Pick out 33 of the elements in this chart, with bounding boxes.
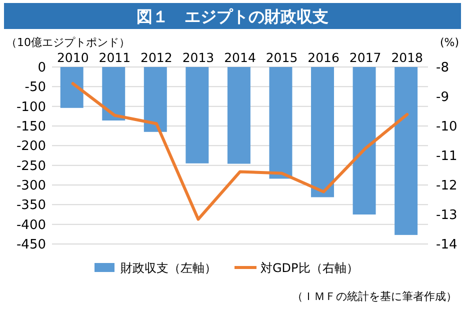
y-tick-label: -300	[16, 178, 46, 194]
chart-title: 図１ エジプトの財政収支	[136, 7, 328, 26]
y2-tick-label: -14	[436, 238, 458, 252]
line-series	[71, 82, 409, 221]
x-tick-label: 2014	[224, 50, 256, 65]
legend-label: 対GDP比（右軸）	[260, 261, 358, 275]
y2-tick-label: -8	[436, 60, 449, 76]
y2-tick-label: -12	[436, 178, 458, 194]
y2-tick-label: -10	[436, 120, 458, 134]
y2-tick-label: -11	[436, 149, 458, 164]
y-tick-label: -250	[16, 158, 46, 174]
y-tick-label: -350	[16, 198, 46, 214]
y2-tick-label: -9	[436, 90, 449, 105]
x-tick-label: 2010	[56, 50, 89, 65]
y-tick-label: -200	[16, 139, 46, 154]
x-tick-label: 2016	[308, 50, 340, 65]
y-axis-title: （10億エジプトポンド）	[6, 36, 130, 49]
y-tick-label: -150	[16, 120, 46, 134]
x-tick-label: 2011	[98, 50, 131, 65]
legend-label: 財政収支（左軸）	[120, 261, 216, 275]
y-tick-label: 0	[38, 60, 46, 76]
x-tick-label: 2017	[349, 50, 382, 65]
y-tick-label: -100	[16, 100, 46, 115]
y2-tick-label: -13	[436, 208, 458, 223]
x-tick-label: 2012	[140, 50, 172, 65]
x-tick-label: 2018	[391, 50, 424, 65]
y-tick-label: -450	[16, 238, 46, 252]
x-tick-label: 2015	[266, 50, 298, 65]
y-tick-label: -50	[24, 80, 46, 96]
text: （ＩＭＦの統計を基に筆者作成）	[292, 290, 457, 303]
x-tick-label: 2013	[182, 50, 214, 65]
y-tick-label: -400	[16, 218, 46, 233]
y2-axis-title: (%)	[440, 36, 459, 49]
